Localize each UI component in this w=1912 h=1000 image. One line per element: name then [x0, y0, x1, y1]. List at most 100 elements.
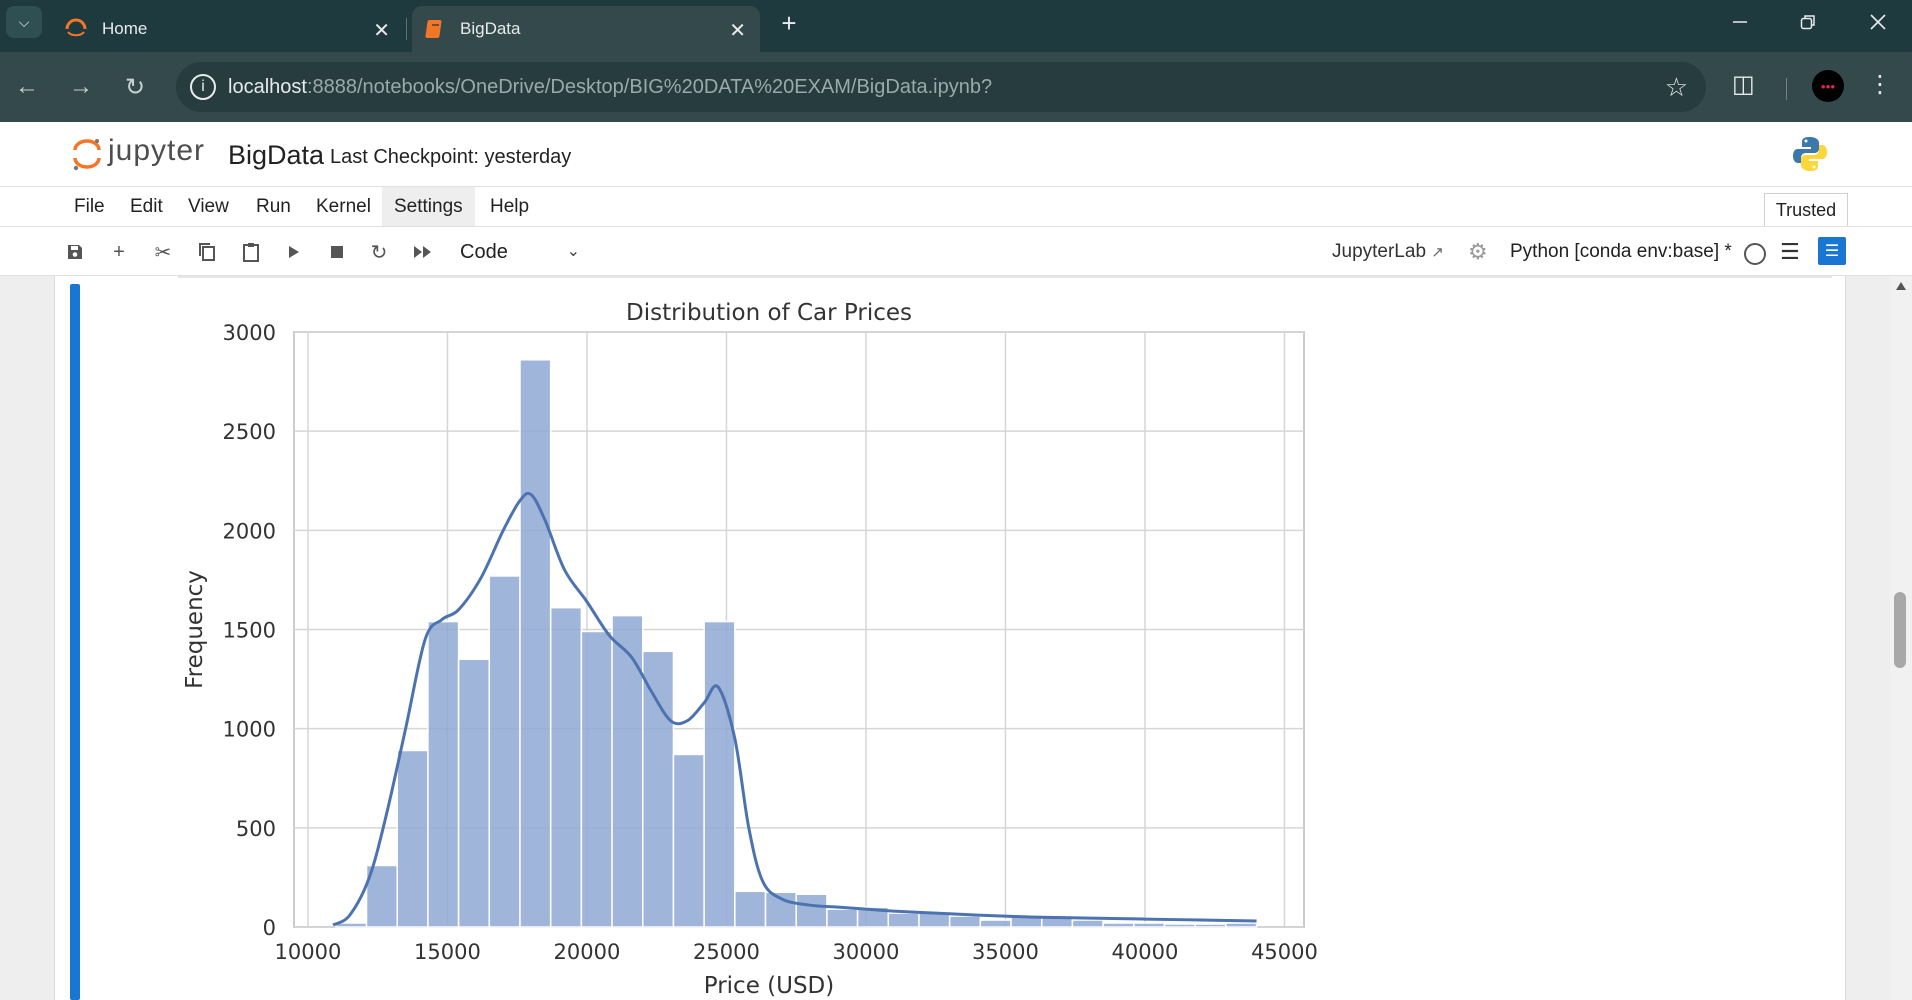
browser-tab-strip: ⌵ Home ✕ BigData ✕ +	[0, 0, 1912, 52]
restore-button[interactable]	[1774, 0, 1842, 44]
tab-divider	[406, 18, 407, 40]
cut-button[interactable]: ✂	[146, 235, 180, 269]
reload-button[interactable]: ↻	[116, 68, 154, 106]
more-vert-icon[interactable]: ⋮	[1868, 71, 1892, 98]
scrollbar-thumb[interactable]	[1894, 592, 1906, 668]
python-logo-icon	[1793, 137, 1827, 171]
jupyterlab-link[interactable]: JupyterLab ↗	[1332, 241, 1444, 262]
kernel-name[interactable]: Python [conda env:base] *	[1510, 241, 1732, 262]
x-tick-label: 40000	[1112, 940, 1179, 964]
y-tick-label: 2500	[223, 420, 276, 444]
restart-run-all-button[interactable]	[406, 235, 440, 269]
active-cell-indicator[interactable]	[70, 284, 80, 1000]
close-icon[interactable]: ✕	[729, 20, 746, 42]
run-button[interactable]	[276, 235, 310, 269]
y-tick-label: 2000	[223, 519, 276, 543]
x-tick-label: 15000	[414, 940, 481, 964]
copy-button[interactable]	[190, 235, 224, 269]
minimize-icon	[1733, 21, 1747, 23]
histogram-bar	[642, 650, 675, 928]
arrow-right-icon: →	[69, 73, 93, 100]
info-icon[interactable]: i	[190, 74, 216, 100]
menu-kernel[interactable]: Kernel	[316, 196, 371, 217]
menu-edit[interactable]: Edit	[130, 196, 163, 217]
histogram-bar	[427, 620, 460, 928]
x-tick-label: 35000	[972, 940, 1039, 964]
notebook-title[interactable]: BigData	[228, 140, 325, 170]
save-icon	[68, 245, 82, 259]
refresh-icon: ↻	[370, 241, 388, 264]
histogram-bar	[488, 575, 521, 928]
new-tab-button[interactable]: +	[781, 7, 797, 38]
cell-type-value: Code	[460, 240, 508, 263]
histogram-bar	[1225, 922, 1258, 928]
histogram-bar	[396, 749, 429, 928]
last-checkpoint: Last Checkpoint: yesterday	[330, 146, 572, 168]
histogram-bar	[887, 912, 920, 928]
histogram-bar	[580, 630, 613, 928]
x-tick-label: 30000	[833, 940, 900, 964]
bookmark-star-icon[interactable]: ☆	[1664, 72, 1688, 102]
trusted-indicator[interactable]: Trusted	[1764, 193, 1848, 227]
menu-help[interactable]: Help	[490, 196, 530, 217]
histogram-bar	[1133, 922, 1166, 928]
plus-icon: +	[113, 240, 125, 263]
jupyter-favicon-icon	[65, 18, 87, 37]
menu-settings[interactable]: Settings	[382, 187, 475, 227]
histogram-bar	[826, 908, 859, 928]
interrupt-button[interactable]	[320, 235, 354, 269]
kde-curve	[332, 491, 1257, 927]
property-inspector-icon[interactable]: ☰	[1818, 237, 1846, 265]
extensions-puzzle-icon[interactable]: ◫	[1732, 71, 1755, 98]
tab-search-button[interactable]: ⌵	[6, 6, 42, 38]
jupyter-header: jupyter BigData Last Checkpoint: yesterd…	[0, 122, 1912, 186]
histogram-bar	[611, 614, 644, 928]
external-link-icon: ↗	[1431, 244, 1444, 261]
histogram-bar	[734, 890, 767, 928]
reload-icon: ↻	[124, 73, 146, 101]
notebook-toolbar: + ✂ ↻ Code ⌄ JupyterLab ↗ ⚙ Python [cond…	[0, 226, 1912, 276]
paste-button[interactable]	[234, 235, 268, 269]
forward-button[interactable]: →	[62, 68, 100, 106]
menu-file[interactable]: File	[74, 196, 105, 217]
menu-view[interactable]: View	[188, 196, 229, 217]
close-icon[interactable]: ✕	[373, 20, 390, 42]
url-text[interactable]: localhost:8888/notebooks/OneDrive/Deskto…	[228, 76, 993, 98]
notebook-favicon-icon	[425, 20, 442, 38]
window-close-button[interactable]	[1844, 0, 1912, 44]
minimize-button[interactable]	[1706, 0, 1774, 44]
x-tick-label: 45000	[1251, 940, 1318, 964]
x-tick-label: 10000	[275, 940, 342, 964]
cell-type-select[interactable]: Code ⌄	[450, 235, 580, 269]
jupyter-logo-icon[interactable]	[72, 136, 102, 172]
profile-avatar[interactable]: ●●●	[1812, 70, 1844, 102]
y-tick-label: 1500	[223, 619, 276, 643]
y-tick-label: 0	[263, 916, 276, 940]
histogram-bar	[519, 359, 552, 928]
tab-bigdata[interactable]: BigData ✕	[412, 6, 760, 52]
histogram-bar	[1194, 923, 1227, 928]
kernel-status-icon	[1744, 243, 1766, 265]
scroll-up-arrow-icon[interactable]	[1896, 282, 1906, 290]
save-button[interactable]	[58, 235, 92, 269]
histogram-bar	[795, 893, 828, 928]
menu-run[interactable]: Run	[256, 196, 291, 217]
histogram-bar	[1071, 919, 1104, 928]
address-bar[interactable]: i localhost:8888/notebooks/OneDrive/Desk…	[176, 62, 1706, 112]
debugger-bug-icon[interactable]: ⚙	[1468, 239, 1488, 264]
histogram-bar	[365, 864, 398, 928]
restart-kernel-button[interactable]: ↻	[362, 235, 396, 269]
histogram-bar	[979, 919, 1012, 928]
toc-list-icon[interactable]: ☰	[1780, 239, 1800, 264]
back-button[interactable]: ←	[8, 68, 46, 106]
jupyter-wordmark[interactable]: jupyter	[108, 134, 206, 167]
menu-bar: File Edit View Run Kernel Settings Help …	[0, 186, 1912, 227]
restore-icon	[1800, 15, 1815, 30]
vertical-scrollbar[interactable]	[1890, 276, 1912, 1000]
insert-cell-button[interactable]: +	[102, 235, 136, 269]
fast-forward-icon	[414, 246, 431, 258]
car-price-histogram: 0 500 1000 1500 2000 2500 3000 10000 15000 20000 2…	[182, 300, 1318, 999]
tab-home[interactable]: Home ✕	[52, 6, 404, 52]
chevron-down-icon: ⌄	[566, 243, 580, 260]
histogram-bar	[1102, 922, 1135, 928]
